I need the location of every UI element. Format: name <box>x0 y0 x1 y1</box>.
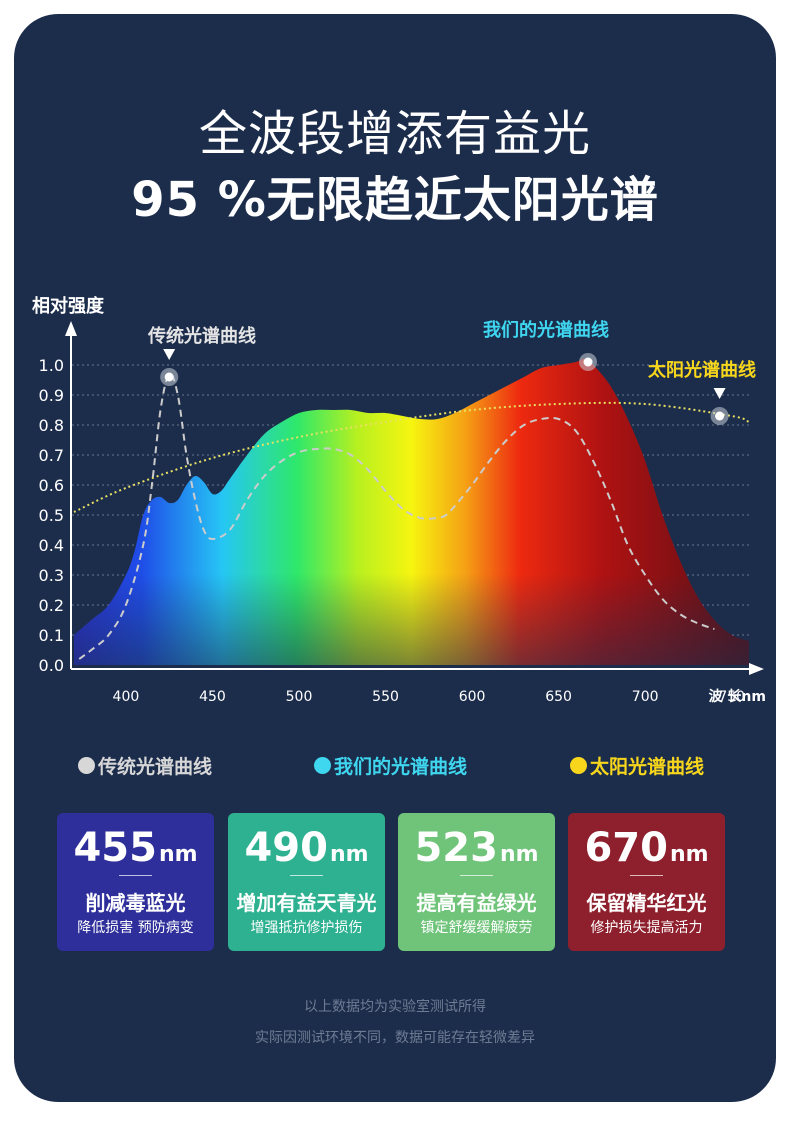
legend-dot-ours <box>314 757 331 774</box>
wavelength-unit: nm <box>329 842 369 867</box>
wavelength-title: 增加有益天青光 <box>236 891 377 915</box>
y-tick-label: 0.2 <box>39 596 64 615</box>
wavelength-subtitle: 增强抵抗修护损伤 <box>250 920 363 936</box>
wavelength-card-490: 490nm 增加有益天青光 增强抵抗修护损伤 <box>228 813 385 951</box>
divider <box>630 875 663 876</box>
spectrum-chart: 0.0 0.1 0.2 0.3 0.4 0.5 0.6 0.7 0.8 0.9 1.0 400 450 5… <box>32 295 766 705</box>
x-tick-label: 700 <box>632 689 659 705</box>
divider <box>119 875 152 876</box>
chart-axes <box>65 321 764 675</box>
annotation-label: 传统光谱曲线 <box>147 325 256 347</box>
x-tick-label: 750 <box>718 689 745 705</box>
x-tick-label: 600 <box>459 689 486 705</box>
annotation-point <box>164 372 174 382</box>
annotation-arrow <box>713 388 726 399</box>
y-axis-arrow <box>65 321 77 336</box>
y-tick-label: 0.0 <box>39 656 64 675</box>
chart-ticks: 0.0 0.1 0.2 0.3 0.4 0.5 0.6 0.7 0.8 0.9 1.0 400 450 5… <box>32 295 766 705</box>
traditional-spectrum-line <box>78 372 715 660</box>
legend-dot-sun <box>570 757 587 774</box>
divider <box>460 875 493 876</box>
y-tick-label: 0.7 <box>39 446 64 465</box>
wavelength-subtitle: 降低损害 预防病变 <box>77 920 194 936</box>
y-tick-label: 0.1 <box>39 626 64 645</box>
legend-label-sun: 太阳光谱曲线 <box>590 756 705 778</box>
y-tick-label: 0.6 <box>39 476 64 495</box>
title-line-1: 全波段增添有益光 <box>198 106 591 162</box>
wavelength-card-670: 670nm 保留精华红光 修护损失提高活力 <box>568 813 725 951</box>
annotation-label: 太阳光谱曲线 <box>648 359 756 381</box>
x-axis-arrow <box>749 663 764 675</box>
spectrum-fade <box>74 358 749 665</box>
legend-dot-traditional <box>78 757 95 774</box>
wavelength-subtitle: 镇定舒缓缓解疲劳 <box>420 920 533 936</box>
legend-item-ours: 我们的光谱曲线 <box>314 752 467 779</box>
y-tick-label: 1.0 <box>39 356 64 375</box>
footer-note-1: 以上数据均为实验室测试所得 <box>304 999 486 1015</box>
y-axis-label: 相对强度 <box>32 295 105 317</box>
title-line-2: 95 %无限趋近太阳光谱 <box>131 172 659 228</box>
wavelength-title: 提高有益绿光 <box>416 891 537 915</box>
y-tick-label: 0.3 <box>39 566 64 585</box>
y-tick-label: 0.4 <box>39 536 64 555</box>
poster-card: 全波段增添有益光 95 %无限趋近太阳光谱 <box>14 14 776 1102</box>
wavelength-value: 455 <box>73 825 157 871</box>
wavelength-value: 490 <box>244 825 328 871</box>
wavelength-value: 523 <box>414 825 498 871</box>
x-tick-label: 400 <box>113 689 140 705</box>
wavelength-title: 削减毒蓝光 <box>85 891 186 915</box>
x-tick-label: 650 <box>545 689 572 705</box>
x-tick-label: 550 <box>372 689 399 705</box>
wavelength-unit: nm <box>669 842 709 867</box>
annotation-point <box>715 411 725 421</box>
wavelength-unit: nm <box>158 842 198 867</box>
wavelength-value: 670 <box>584 825 668 871</box>
wavelength-card-455: 455nm 削减毒蓝光 降低损害 预防病变 <box>57 813 214 951</box>
y-tick-label: 0.9 <box>39 386 64 405</box>
legend-label-ours: 我们的光谱曲线 <box>334 756 468 778</box>
wavelength-subtitle: 修护损失提高活力 <box>590 920 703 936</box>
annotation-point <box>583 357 593 367</box>
divider <box>290 875 323 876</box>
wavelength-unit: nm <box>499 842 539 867</box>
x-tick-label: 500 <box>286 689 313 705</box>
wavelength-title: 保留精华红光 <box>586 891 707 915</box>
y-tick-label: 0.8 <box>39 416 64 435</box>
legend-label-traditional: 传统光谱曲线 <box>98 756 213 778</box>
sun-spectrum-line <box>73 401 750 513</box>
x-axis-label: 波 长nm <box>709 688 766 705</box>
x-tick-label: 450 <box>199 689 226 705</box>
y-tick-label: 0.5 <box>39 506 64 525</box>
annotation-arrow <box>163 349 176 360</box>
annotation-label: 我们的光谱曲线 <box>483 319 609 341</box>
footer-note-2: 实际因测试环境不同，数据可能存在轻微差异 <box>255 1030 535 1046</box>
legend-item-sun: 太阳光谱曲线 <box>570 752 704 779</box>
wavelength-card-523: 523nm 提高有益绿光 镇定舒缓缓解疲劳 <box>398 813 555 951</box>
legend-item-traditional: 传统光谱曲线 <box>78 752 212 779</box>
